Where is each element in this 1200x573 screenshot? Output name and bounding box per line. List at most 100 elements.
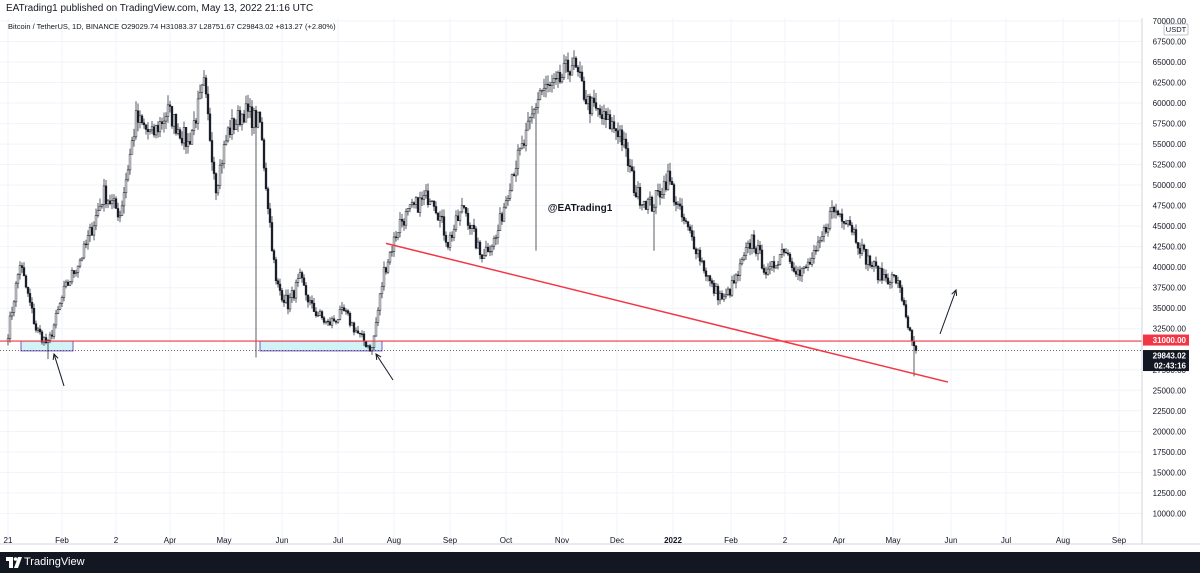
price-tick-label: 40000.00 bbox=[1153, 263, 1187, 272]
time-axis[interactable]: 21 Feb 2 Apr May Jun Jul Aug Sep Oct Nov Dec 2022 Feb… bbox=[0, 536, 1200, 545]
watermark-text: @EATrading1 bbox=[548, 203, 613, 214]
candle-down bbox=[274, 259, 278, 282]
candle-down bbox=[394, 236, 398, 239]
time-tick-label: Jul bbox=[333, 536, 343, 545]
candle-down bbox=[708, 275, 712, 282]
candle-up bbox=[806, 261, 810, 268]
time-tick-label: Jun bbox=[945, 536, 958, 545]
symbol-legend[interactable]: Bitcoin / TetherUS, 1D, BINANCE O29029.7… bbox=[8, 22, 336, 31]
candle-up bbox=[216, 185, 220, 194]
price-tick-label: 10000.00 bbox=[1153, 509, 1187, 518]
candle-up bbox=[252, 110, 256, 128]
candle-up bbox=[88, 227, 92, 236]
candle-down bbox=[416, 197, 420, 213]
candle-up bbox=[386, 261, 390, 273]
candle-up bbox=[530, 113, 534, 118]
price-tag-label: 29843.02 bbox=[1153, 352, 1187, 361]
candle-up bbox=[640, 204, 644, 206]
candle-down bbox=[620, 129, 624, 146]
candle-up bbox=[542, 87, 546, 91]
candle-up bbox=[418, 197, 422, 213]
candle-down bbox=[204, 77, 208, 95]
candle-up bbox=[48, 334, 52, 341]
candle-down bbox=[914, 345, 918, 351]
candle-up bbox=[406, 208, 410, 212]
candle-up bbox=[484, 246, 488, 256]
candle-down bbox=[596, 108, 600, 110]
candle-up bbox=[550, 82, 554, 86]
candle-down bbox=[364, 341, 368, 347]
price-chart[interactable]: @EATrading1 70000.00 67500.00 65000.00 6250… bbox=[0, 18, 1200, 552]
candle-down bbox=[668, 170, 672, 182]
candle-down bbox=[628, 165, 632, 168]
candle-up bbox=[714, 286, 718, 294]
candle-down bbox=[614, 128, 618, 132]
candle-down bbox=[772, 261, 776, 269]
candle-up bbox=[350, 322, 354, 326]
candle-up bbox=[872, 261, 876, 267]
candle-down bbox=[362, 333, 366, 342]
candle-down bbox=[178, 129, 182, 139]
candle-down bbox=[616, 130, 620, 138]
candle-up bbox=[330, 318, 334, 326]
candle-up bbox=[110, 200, 114, 205]
price-tick-label: 35000.00 bbox=[1153, 304, 1187, 313]
annotation-arrow bbox=[939, 288, 958, 335]
candle-down bbox=[270, 222, 274, 251]
candle-up bbox=[532, 108, 536, 115]
candle-up bbox=[494, 237, 498, 239]
candle-down bbox=[900, 287, 904, 301]
candle-up bbox=[354, 330, 358, 333]
candle-down bbox=[832, 206, 836, 213]
candle-up bbox=[18, 265, 22, 275]
candle-down bbox=[876, 265, 880, 281]
candle-up bbox=[502, 206, 506, 222]
candle-up bbox=[106, 200, 110, 205]
candle-up bbox=[766, 268, 770, 275]
time-tick-label: Sep bbox=[443, 536, 458, 545]
candle-up bbox=[812, 250, 816, 259]
annotation-arrow bbox=[52, 352, 65, 387]
price-axis[interactable]: 70000.00 67500.00 65000.00 62500.00 60000.00… bbox=[1141, 18, 1200, 552]
candle-up bbox=[118, 215, 122, 218]
candle-up bbox=[422, 195, 426, 200]
candle-down bbox=[32, 308, 36, 324]
candle-down bbox=[632, 170, 636, 193]
candle-down bbox=[784, 252, 788, 254]
candle-down bbox=[894, 275, 898, 284]
price-tag bbox=[1143, 350, 1189, 362]
candle-up bbox=[176, 129, 180, 134]
candle-down bbox=[472, 224, 476, 230]
tradingview-logo-icon bbox=[6, 557, 22, 568]
candle-up bbox=[458, 211, 462, 222]
candle-up bbox=[80, 257, 84, 261]
candle-up bbox=[398, 219, 402, 233]
candle-down bbox=[260, 121, 264, 141]
candle-down bbox=[266, 188, 270, 209]
candle-up bbox=[834, 210, 838, 213]
candle-down bbox=[870, 265, 874, 267]
candle-down bbox=[302, 277, 306, 286]
candle-up bbox=[646, 198, 650, 210]
arrow-head bbox=[52, 352, 59, 361]
candle-up bbox=[36, 328, 40, 331]
candle-down bbox=[892, 274, 896, 276]
candle-up bbox=[648, 196, 652, 200]
candle-up bbox=[54, 312, 58, 326]
candle-down bbox=[208, 113, 212, 141]
candle-down bbox=[698, 249, 702, 262]
candle-up bbox=[534, 107, 538, 110]
candle-down bbox=[906, 316, 910, 328]
candle-up bbox=[810, 258, 814, 265]
candle-up bbox=[392, 236, 396, 252]
price-tick-label: 52500.00 bbox=[1153, 161, 1187, 170]
candle-up bbox=[774, 265, 778, 269]
candle-down bbox=[184, 127, 188, 147]
candle-down bbox=[868, 255, 872, 266]
candle-up bbox=[150, 126, 154, 131]
candle-down bbox=[194, 120, 198, 124]
candle-down bbox=[328, 321, 332, 326]
candle-up bbox=[296, 278, 300, 283]
candle-up bbox=[846, 220, 850, 225]
candle-down bbox=[342, 307, 346, 311]
